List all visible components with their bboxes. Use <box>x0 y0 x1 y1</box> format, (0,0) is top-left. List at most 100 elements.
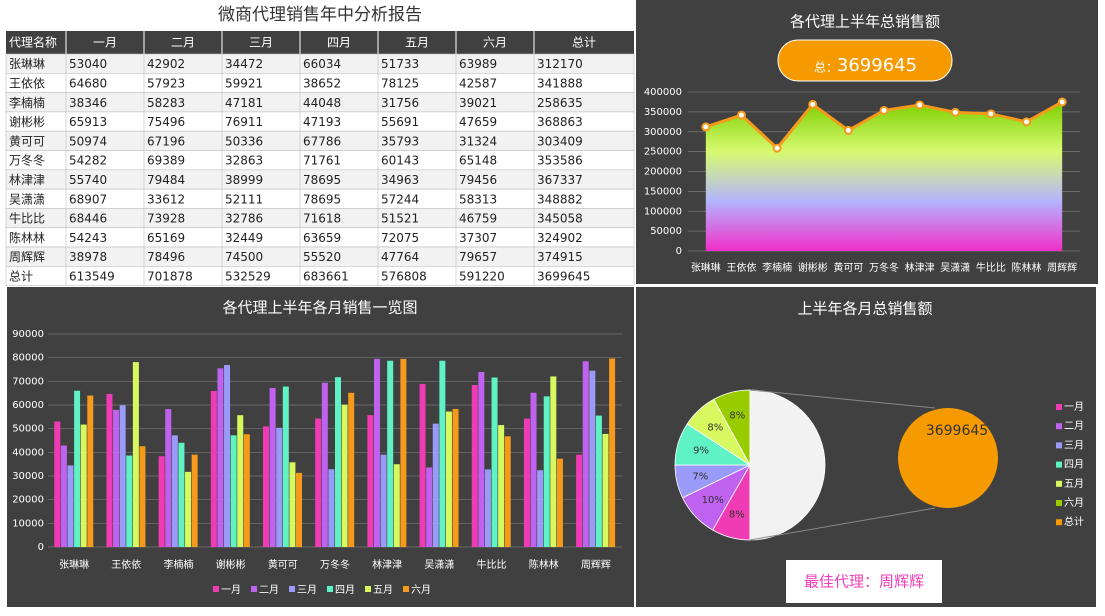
table-cell: 69389 <box>147 154 185 168</box>
table-cell: 76911 <box>225 115 263 129</box>
x-tick-label: 王依依 <box>111 558 141 571</box>
bar <box>315 418 322 547</box>
table-cell: 303409 <box>537 134 583 148</box>
header-cell: 代理名称 <box>9 35 57 50</box>
table-cell: 47764 <box>381 250 419 264</box>
table-cell: 51733 <box>381 57 419 71</box>
bar <box>589 370 596 547</box>
table-cell: 32863 <box>225 154 263 168</box>
point <box>808 99 818 109</box>
bar <box>387 360 394 547</box>
y-tick-label: 150000 <box>644 186 682 197</box>
bar <box>269 387 276 547</box>
bar <box>217 368 224 547</box>
y-tick-label: 70000 <box>12 376 44 387</box>
pie-label: 8% <box>729 509 745 520</box>
bar <box>289 462 296 547</box>
legend-swatch <box>251 586 257 592</box>
table-cell: 50336 <box>225 134 263 148</box>
x-tick-label: 牛比比 <box>976 261 1006 274</box>
legend-swatch <box>1056 461 1062 468</box>
legend-label: 二月 <box>259 584 279 596</box>
legend-swatch <box>1056 480 1062 487</box>
table-cell: 324902 <box>537 231 583 245</box>
x-tick-label: 谢彬彬 <box>798 261 828 274</box>
bar <box>432 423 439 547</box>
y-tick-label: 0 <box>676 246 682 257</box>
table-cell: 63659 <box>303 231 341 245</box>
table-cell: 总计 <box>9 269 33 283</box>
bar <box>237 415 244 547</box>
y-tick-label: 30000 <box>12 471 44 482</box>
x-tick-label: 林津津 <box>905 261 935 274</box>
bar <box>530 392 537 547</box>
table-cell: 71618 <box>303 212 341 226</box>
x-tick-label: 谢彬彬 <box>216 558 246 571</box>
table-cell: 258635 <box>537 96 583 110</box>
table-cell: 341888 <box>537 76 583 90</box>
table-cell: 67196 <box>147 134 185 148</box>
connector <box>749 389 936 409</box>
point <box>986 109 996 119</box>
table-cell: 万冬冬 <box>9 153 45 168</box>
table-cell: 79456 <box>459 173 497 187</box>
table-cell: 47181 <box>225 96 263 110</box>
bar <box>602 433 609 547</box>
header-cell: 三月 <box>249 36 273 50</box>
header-cell: 二月 <box>171 36 195 50</box>
table-cell: 谢彬彬 <box>9 114 45 129</box>
table-cell: 54282 <box>69 154 107 168</box>
table-cell: 65169 <box>147 231 185 245</box>
bar <box>491 377 498 547</box>
table-cell: 683661 <box>303 269 349 283</box>
bar <box>158 456 165 547</box>
point <box>950 107 960 117</box>
legend-swatch <box>1056 500 1062 506</box>
table-cell: 65913 <box>69 115 107 129</box>
point <box>879 105 889 115</box>
pie-label: 8% <box>729 411 745 422</box>
table-cell: 78695 <box>303 173 341 187</box>
table-cell: 67786 <box>303 134 341 148</box>
table-cell: 78496 <box>147 250 185 264</box>
bar <box>165 409 172 547</box>
table-cell: 78125 <box>381 76 419 90</box>
x-tick-label: 张琳琳 <box>59 559 89 571</box>
pie-label: 8% <box>707 423 723 434</box>
secondary-pie <box>898 408 998 508</box>
y-tick-label: 10000 <box>12 518 44 529</box>
header-cell: 四月 <box>327 36 351 50</box>
table-cell: 58313 <box>459 192 497 206</box>
table-cell: 613549 <box>69 269 115 283</box>
x-tick-label: 牛比比 <box>477 558 507 571</box>
bar <box>367 415 374 547</box>
bar <box>80 424 87 547</box>
chart-title: 各代理上半年各月销售一览图 <box>222 299 417 317</box>
table-cell: 79657 <box>459 250 497 264</box>
table-cell: 33612 <box>147 192 185 206</box>
point <box>701 122 711 132</box>
table-cell: 35793 <box>381 134 419 148</box>
x-tick-label: 陈林林 <box>529 558 559 571</box>
table-cell: 368863 <box>537 115 583 129</box>
table-cell: 65148 <box>459 154 497 168</box>
legend-label: 六月 <box>411 584 431 596</box>
table-cell: 68907 <box>69 192 107 206</box>
y-tick-label: 90000 <box>12 329 44 340</box>
legend-label: 一月 <box>221 584 241 596</box>
table-cell: 63989 <box>459 57 497 71</box>
legend-label: 五月 <box>373 584 393 596</box>
bar <box>550 376 557 547</box>
legend-label: 三月 <box>297 584 317 596</box>
legend-label: 三月 <box>1064 439 1084 451</box>
table-cell: 52111 <box>225 192 263 206</box>
legend-swatch <box>365 586 371 592</box>
table-cell: 32449 <box>225 231 263 245</box>
table-cell: 林津津 <box>9 173 45 187</box>
x-tick-label: 吴潇潇 <box>424 558 454 571</box>
point <box>1057 97 1067 107</box>
table-cell: 42902 <box>147 57 185 71</box>
x-tick-label: 张琳琳 <box>691 262 721 274</box>
